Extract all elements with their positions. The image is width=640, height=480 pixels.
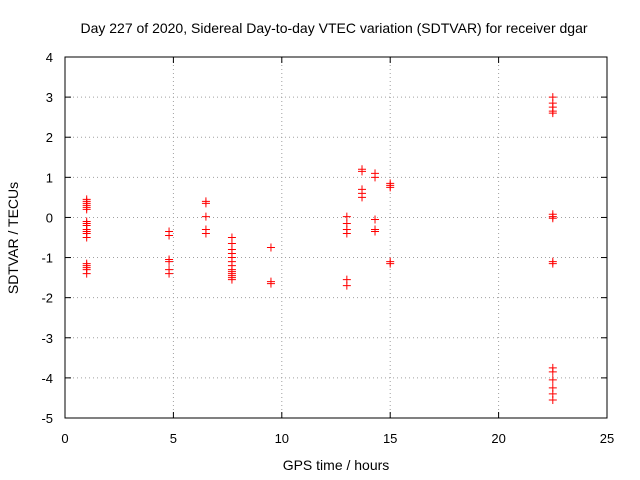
x-axis-label: GPS time / hours <box>283 457 390 473</box>
axis-ticks: 0 5 10 15 20 25 -5 -4 -3 -2 -1 0 1 2 3 4 <box>41 50 614 446</box>
x-tick-label: 25 <box>600 431 614 446</box>
y-tick-label: -2 <box>41 291 53 306</box>
grid-lines <box>65 57 607 418</box>
data-point <box>165 257 174 266</box>
data-point <box>201 199 210 208</box>
data-point <box>165 269 174 278</box>
data-point <box>358 167 367 176</box>
data-point <box>548 367 557 376</box>
data-point <box>201 229 210 238</box>
data-point <box>82 269 91 278</box>
y-tick-label: -5 <box>41 411 53 426</box>
data-point <box>548 259 557 268</box>
y-tick-label: 4 <box>46 50 53 65</box>
data-point <box>266 243 275 252</box>
data-point <box>201 212 210 221</box>
data-point <box>386 259 395 268</box>
data-point <box>165 231 174 240</box>
y-tick-label: -3 <box>41 331 53 346</box>
data-point <box>227 275 236 284</box>
x-tick-label: 10 <box>275 431 289 446</box>
y-tick-label: -1 <box>41 251 53 266</box>
data-point <box>371 173 380 182</box>
data-point <box>342 212 351 221</box>
y-tick-label: 3 <box>46 90 53 105</box>
data-point <box>371 215 380 224</box>
data-point <box>342 229 351 238</box>
data-point <box>386 183 395 192</box>
chart-title: Day 227 of 2020, Sidereal Day-to-day VTE… <box>80 20 587 36</box>
x-tick-label: 20 <box>491 431 505 446</box>
y-tick-label: -4 <box>41 371 53 386</box>
data-point <box>548 214 557 223</box>
data-point <box>548 375 557 384</box>
plot-frame <box>64 56 608 419</box>
y-tick-label: 0 <box>46 210 53 225</box>
x-tick-label: 5 <box>170 431 177 446</box>
y-tick-label: 1 <box>46 170 53 185</box>
y-tick-label: 2 <box>46 130 53 145</box>
data-point <box>371 227 380 236</box>
data-point <box>342 281 351 290</box>
data-point <box>358 193 367 202</box>
data-point <box>82 205 91 214</box>
data-point <box>548 395 557 404</box>
x-tick-label: 15 <box>383 431 397 446</box>
data-point <box>548 109 557 118</box>
x-tick-label: 0 <box>61 431 68 446</box>
data-points <box>82 93 557 404</box>
y-axis-label: SDTVAR / TECUs <box>5 182 21 294</box>
data-point <box>266 279 275 288</box>
data-point <box>82 233 91 242</box>
